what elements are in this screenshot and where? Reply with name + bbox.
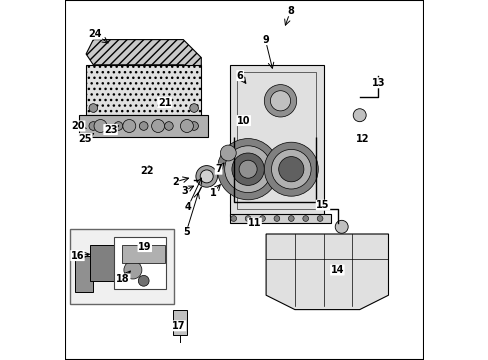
Circle shape	[302, 216, 308, 221]
Text: 13: 13	[371, 78, 385, 88]
Circle shape	[180, 120, 193, 132]
Circle shape	[114, 122, 122, 130]
Circle shape	[259, 216, 265, 221]
Circle shape	[239, 160, 257, 178]
Circle shape	[189, 122, 198, 130]
Circle shape	[264, 142, 318, 196]
Text: 5: 5	[183, 227, 189, 237]
Polygon shape	[79, 115, 208, 137]
Circle shape	[123, 261, 142, 279]
Circle shape	[278, 157, 303, 182]
Circle shape	[200, 170, 213, 183]
Bar	[172, 310, 186, 335]
Text: 10: 10	[237, 116, 250, 126]
Text: 7: 7	[215, 164, 222, 174]
Text: 1: 1	[209, 188, 216, 198]
Text: 25: 25	[79, 134, 92, 144]
Text: 12: 12	[355, 134, 368, 144]
Circle shape	[220, 145, 236, 161]
Text: 21: 21	[158, 98, 171, 108]
Circle shape	[139, 122, 148, 130]
Text: 16: 16	[71, 251, 84, 261]
Bar	[230, 214, 330, 223]
Circle shape	[164, 122, 173, 130]
Circle shape	[138, 275, 149, 286]
Text: 18: 18	[116, 274, 130, 284]
Circle shape	[273, 216, 279, 221]
Circle shape	[196, 166, 217, 187]
Text: 19: 19	[138, 242, 151, 252]
Text: 24: 24	[88, 29, 102, 39]
Circle shape	[217, 139, 278, 200]
Text: 6: 6	[236, 71, 243, 81]
Polygon shape	[86, 40, 201, 72]
Circle shape	[317, 216, 322, 221]
Circle shape	[94, 120, 107, 132]
Circle shape	[352, 109, 366, 122]
Circle shape	[89, 122, 98, 130]
Polygon shape	[89, 245, 115, 281]
Circle shape	[288, 216, 294, 221]
Text: 17: 17	[172, 321, 185, 331]
Circle shape	[244, 216, 250, 221]
Text: 20: 20	[71, 121, 85, 131]
Circle shape	[231, 153, 264, 185]
Circle shape	[335, 220, 347, 233]
Polygon shape	[75, 256, 93, 292]
Circle shape	[230, 216, 236, 221]
Text: 22: 22	[140, 166, 153, 176]
Text: 15: 15	[316, 200, 329, 210]
Circle shape	[264, 85, 296, 117]
Circle shape	[271, 149, 310, 189]
Text: 14: 14	[330, 265, 344, 275]
Text: 11: 11	[247, 218, 261, 228]
Bar	[122, 245, 165, 263]
Text: 4: 4	[184, 202, 191, 212]
Circle shape	[224, 146, 271, 193]
FancyBboxPatch shape	[70, 229, 174, 304]
Text: 23: 23	[103, 125, 117, 135]
FancyBboxPatch shape	[114, 237, 166, 289]
Text: 2: 2	[172, 177, 179, 187]
Circle shape	[189, 104, 198, 112]
Text: 3: 3	[181, 186, 187, 196]
Circle shape	[89, 104, 98, 112]
Polygon shape	[265, 234, 387, 310]
Polygon shape	[230, 65, 323, 216]
Circle shape	[270, 91, 290, 111]
Text: 8: 8	[286, 6, 293, 16]
Circle shape	[122, 120, 136, 132]
Text: 9: 9	[262, 35, 268, 45]
Circle shape	[151, 120, 164, 132]
Polygon shape	[86, 65, 201, 115]
